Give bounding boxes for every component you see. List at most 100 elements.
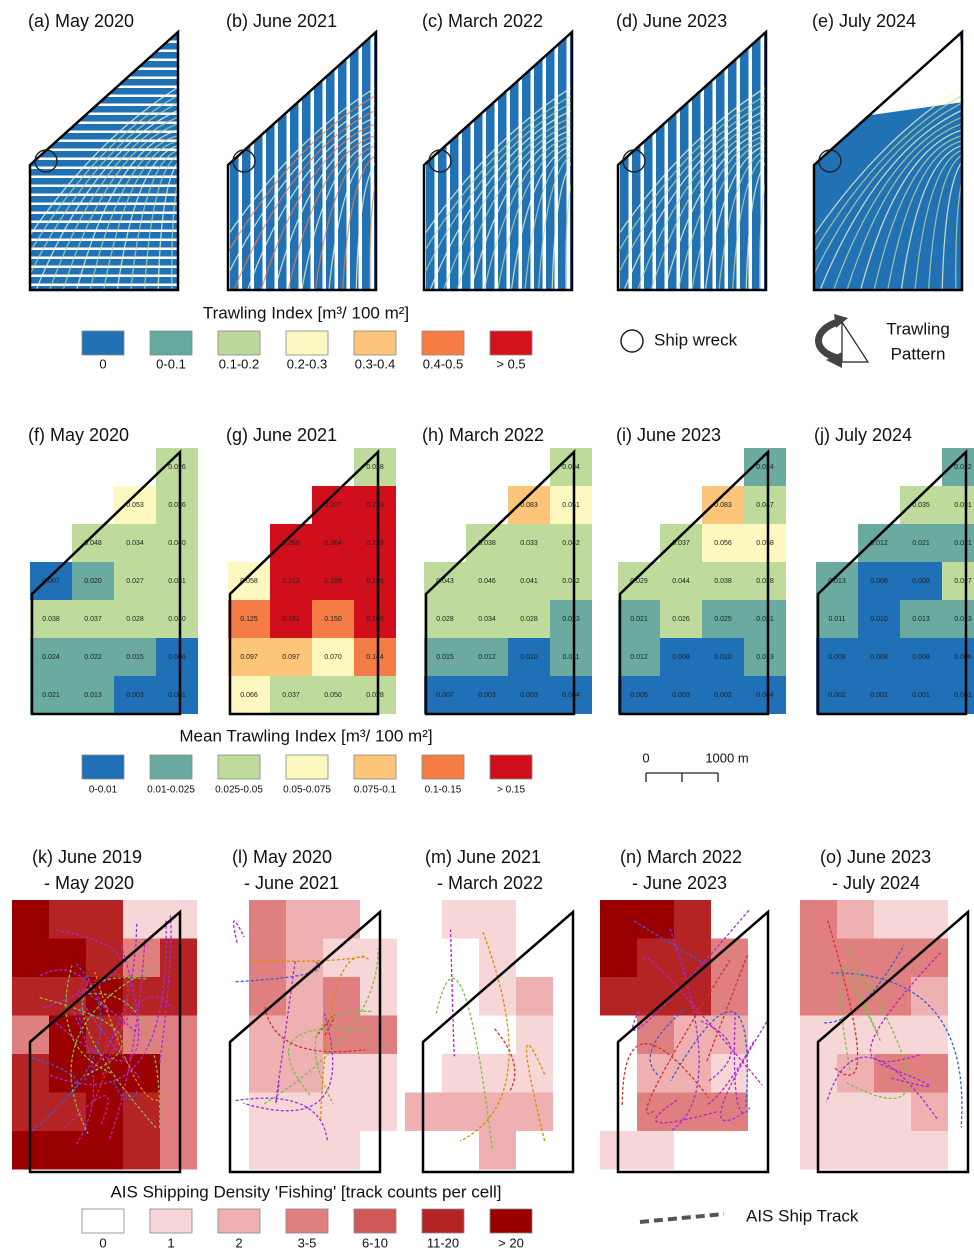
- density-cell: [637, 900, 674, 939]
- legend-swatch: [490, 755, 532, 779]
- legend-label: 0-0.01: [89, 785, 118, 796]
- panel-title: - May 2020: [44, 873, 134, 893]
- density-cell: [874, 900, 911, 939]
- density-cell: [479, 1093, 516, 1132]
- cell-value: 0.003: [672, 692, 690, 699]
- strip: [278, 30, 287, 290]
- density-cell: [479, 1131, 516, 1170]
- strip: [462, 30, 471, 290]
- density-cell: [323, 977, 360, 1016]
- cell-value: 0.125: [240, 616, 258, 623]
- density-cell: [12, 900, 49, 939]
- scale-bar: [646, 773, 718, 782]
- density-cell: [711, 1093, 748, 1132]
- density-cell: [249, 1131, 286, 1170]
- legend-swatch: [354, 1209, 396, 1233]
- cell-value: 0.006: [168, 654, 186, 661]
- panel-title: (i) June 2023: [616, 425, 721, 445]
- legend-swatch: [422, 755, 464, 779]
- legend-label: 2: [235, 1235, 242, 1250]
- density-cell: [911, 1054, 948, 1093]
- legend-label: 3-5: [298, 1235, 317, 1250]
- panel-title: (n) March 2022: [620, 847, 742, 867]
- cell-value: 0.028: [520, 616, 538, 623]
- cell-value: 0.011: [563, 654, 580, 661]
- panel-title: (e) July 2024: [812, 11, 916, 31]
- cell-value: 0.022: [84, 654, 102, 661]
- cell-value: 0.013: [756, 654, 774, 661]
- cell-value: 0.038: [42, 616, 60, 623]
- cell-value: 0.229: [366, 540, 384, 547]
- track-legend-line: [640, 1214, 724, 1222]
- panel-title: - June 2021: [244, 873, 339, 893]
- trawl-arc: [370, 158, 428, 300]
- legend-swatch: [218, 1209, 260, 1233]
- cell-value: 0.213: [282, 578, 300, 585]
- density-cell: [442, 900, 479, 939]
- density-cell: [674, 1093, 711, 1132]
- cell-value: 0.021: [954, 540, 972, 547]
- density-cell: [874, 1093, 911, 1132]
- panel-title: (h) March 2022: [422, 425, 544, 445]
- legend-label: 0.01-0.025: [147, 785, 195, 796]
- density-cell: [12, 939, 49, 978]
- panel-title: (b) June 2021: [226, 11, 337, 31]
- density-cell: [286, 1093, 323, 1132]
- panel-title: (f) May 2020: [28, 425, 129, 445]
- legend-label: 0.1-0.15: [425, 785, 462, 796]
- cell-value: 0.021: [630, 616, 648, 623]
- trawl-map: [578, 30, 818, 300]
- cell-value: 0.002: [714, 692, 732, 699]
- cell-value: 0.028: [756, 578, 774, 585]
- cell-value: 0.026: [672, 616, 690, 623]
- legend-label: 0.3-0.4: [355, 356, 395, 371]
- cell-value: 0.047: [756, 502, 774, 509]
- cell-value: 0.001: [168, 692, 186, 699]
- density-cell: [600, 900, 637, 939]
- cell-value: 0.013: [954, 616, 972, 623]
- cell-value: 0.012: [478, 654, 496, 661]
- cell-value: 0.040: [168, 540, 186, 547]
- cell-value: 0.005: [630, 692, 648, 699]
- panel-title: (c) March 2022: [422, 11, 543, 31]
- legend-title: AIS Shipping Density 'Fishing' [track co…: [110, 1182, 501, 1201]
- cell-value: 0.027: [954, 578, 972, 585]
- density-cell: [874, 1054, 911, 1093]
- density-cell: [874, 1131, 911, 1170]
- density-cell: [86, 900, 123, 939]
- cell-value: 0.001: [954, 692, 972, 699]
- legend-swatch: [354, 755, 396, 779]
- density-cell: [479, 900, 516, 939]
- density-cell: [837, 1093, 874, 1132]
- density-cell: [360, 1093, 397, 1132]
- strip: [668, 30, 677, 290]
- density-cell: [360, 939, 397, 978]
- density-cell: [86, 1016, 123, 1055]
- density-cell: [637, 1131, 674, 1170]
- density-cell: [911, 977, 948, 1016]
- density-cell: [323, 1093, 360, 1132]
- track-label: AIS Ship Track: [746, 1206, 859, 1225]
- cell-value: 0.037: [84, 616, 102, 623]
- density-cell: [911, 1016, 948, 1055]
- strip: [656, 30, 665, 290]
- cell-value: 0.056: [714, 540, 732, 547]
- cell-value: 0.015: [436, 654, 454, 661]
- legend-label: 0-0.1: [156, 356, 186, 371]
- legend-swatch: [490, 331, 532, 355]
- cell-value: 0.034: [562, 464, 580, 471]
- legend-swatch: [150, 755, 192, 779]
- legend-swatch: [286, 1209, 328, 1233]
- density-cell: [86, 1093, 123, 1132]
- density-cell: [911, 1093, 948, 1132]
- trawl-arc: [760, 158, 818, 300]
- cell-value: 0.008: [912, 578, 930, 585]
- density-cell: [674, 900, 711, 939]
- cell-value: 0.070: [324, 654, 342, 661]
- density-cell: [674, 939, 711, 978]
- density-cell: [286, 939, 323, 978]
- strip: [30, 34, 178, 41]
- cell-value: 0.050: [324, 692, 342, 699]
- density-cell: [516, 977, 553, 1016]
- legend-swatch: [286, 331, 328, 355]
